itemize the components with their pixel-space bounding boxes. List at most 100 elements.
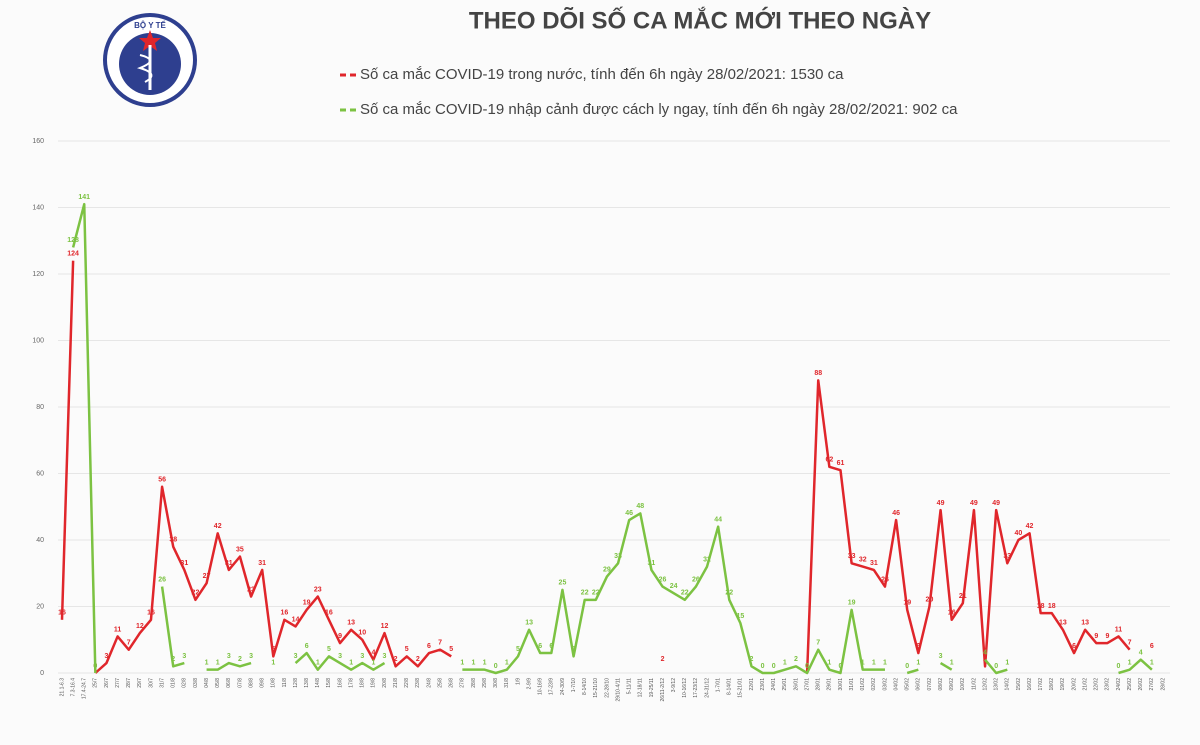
data-label: 49	[970, 500, 978, 507]
x-tick-label: 3-9/12	[671, 678, 677, 692]
data-label: 5	[449, 646, 453, 653]
data-label: 1	[271, 660, 275, 667]
data-label: 1	[872, 660, 876, 667]
x-tick-label: 25/01	[782, 678, 788, 691]
data-label: 0	[805, 663, 809, 670]
data-label: 1	[205, 660, 209, 667]
data-label: 0	[772, 663, 776, 670]
data-label: 25	[559, 580, 567, 587]
y-tick-label: 100	[32, 337, 44, 344]
data-label: 46	[625, 510, 633, 517]
data-label: 0	[839, 663, 843, 670]
data-label: 14	[292, 616, 300, 623]
data-label: 33	[848, 553, 856, 560]
x-tick-label: 13/02	[994, 678, 1000, 691]
data-label: 2	[750, 656, 754, 663]
x-tick-label: 27/7	[115, 678, 121, 688]
data-label: 5	[327, 646, 331, 653]
data-label: 19	[903, 600, 911, 607]
x-tick-label: 15/8	[326, 678, 332, 688]
y-tick-label: 0	[40, 670, 44, 677]
x-tick-label: 22/8	[404, 678, 410, 688]
x-tick-label: 28/8	[471, 678, 477, 688]
data-label: 62	[825, 457, 833, 464]
x-tick-label: 11/8	[282, 678, 288, 688]
x-tick-label: 21/8	[393, 678, 399, 688]
x-tick-label: 04/8	[204, 678, 210, 688]
data-label: 6	[427, 643, 431, 650]
data-label: 22	[581, 590, 589, 597]
data-label: 26	[158, 576, 166, 583]
data-label: 3	[338, 653, 342, 660]
data-label: 61	[837, 460, 845, 467]
series-line	[71, 202, 1153, 675]
data-label: 19	[848, 600, 856, 607]
data-label: 23	[247, 586, 255, 593]
data-label: 6	[305, 643, 309, 650]
x-tick-label: 09/8	[260, 678, 266, 688]
data-label: 13	[1059, 620, 1067, 627]
x-tick-label: 24/8	[426, 678, 432, 688]
data-label: 38	[169, 536, 177, 543]
legend: Số ca mắc COVID-19 trong nước, tính đến …	[340, 66, 958, 118]
data-label: 42	[1026, 523, 1034, 530]
x-tick-label: 28/01	[816, 678, 822, 691]
data-label: 5	[572, 646, 576, 653]
data-label: 0	[761, 663, 765, 670]
x-tick-label: 29/10-4/11	[615, 678, 621, 702]
y-tick-label: 140	[32, 204, 44, 211]
x-tick-label: 14/02	[1005, 678, 1011, 691]
data-label: 27	[203, 573, 211, 580]
data-label: 1	[916, 660, 920, 667]
data-label: 10	[358, 630, 366, 637]
y-tick-label: 40	[36, 537, 44, 544]
y-tick-label: 60	[36, 470, 44, 477]
data-label: 24	[670, 583, 678, 590]
x-tick-label: 01/8	[171, 678, 177, 688]
x-tick-label: 26/8	[449, 678, 455, 688]
x-tick-label: 30/01	[838, 678, 844, 691]
x-tick-label: 29/7	[137, 678, 143, 688]
data-label: 7	[438, 640, 442, 647]
data-label: 7	[816, 640, 820, 647]
data-label: 0	[93, 663, 97, 670]
y-tick-label: 20	[36, 603, 44, 610]
data-label: 31	[870, 560, 878, 567]
data-label: 6	[1072, 643, 1076, 650]
data-label: 3	[182, 653, 186, 660]
data-label: 31	[180, 560, 188, 567]
data-label: 19	[303, 600, 311, 607]
x-tick-label: 23/02	[1105, 678, 1111, 691]
x-tick-label: 24/01	[771, 678, 777, 691]
x-tick-label: 31/7	[159, 678, 165, 688]
y-tick-label: 80	[36, 404, 44, 411]
x-tick-label: 25/8	[437, 678, 443, 688]
x-tick-label: 25/02	[1127, 678, 1133, 691]
data-label: 16	[948, 610, 956, 617]
y-tick-label: 160	[32, 138, 44, 145]
data-label: 3	[360, 653, 364, 660]
x-tick-label: 10/02	[960, 678, 966, 691]
data-label: 0	[1117, 663, 1121, 670]
data-label: 16	[325, 610, 333, 617]
data-label: 1	[950, 660, 954, 667]
data-label: 13	[1081, 620, 1089, 627]
data-label: 3	[249, 653, 253, 660]
data-label: 1	[483, 660, 487, 667]
data-label: 21	[959, 593, 967, 600]
data-label: 1	[1150, 660, 1154, 667]
x-tick-label: 1-7/01	[715, 678, 721, 692]
x-tick-label: 07/02	[927, 678, 933, 691]
data-label: 32	[859, 556, 867, 563]
chart-title: THEO DÕI SỐ CA MẮC MỚI THEO NGÀY	[469, 6, 931, 34]
data-label: 49	[937, 500, 945, 507]
logo: BỘ Y TẾ	[103, 13, 197, 107]
data-label: 29	[603, 566, 611, 573]
data-label: 128	[67, 237, 79, 244]
x-tick-label: 06/8	[226, 678, 232, 688]
y-tick-label: 120	[32, 271, 44, 278]
data-label: 22	[725, 590, 733, 597]
x-tick-label: 28/7	[126, 678, 132, 688]
x-tick-label: 17/02	[1038, 678, 1044, 691]
